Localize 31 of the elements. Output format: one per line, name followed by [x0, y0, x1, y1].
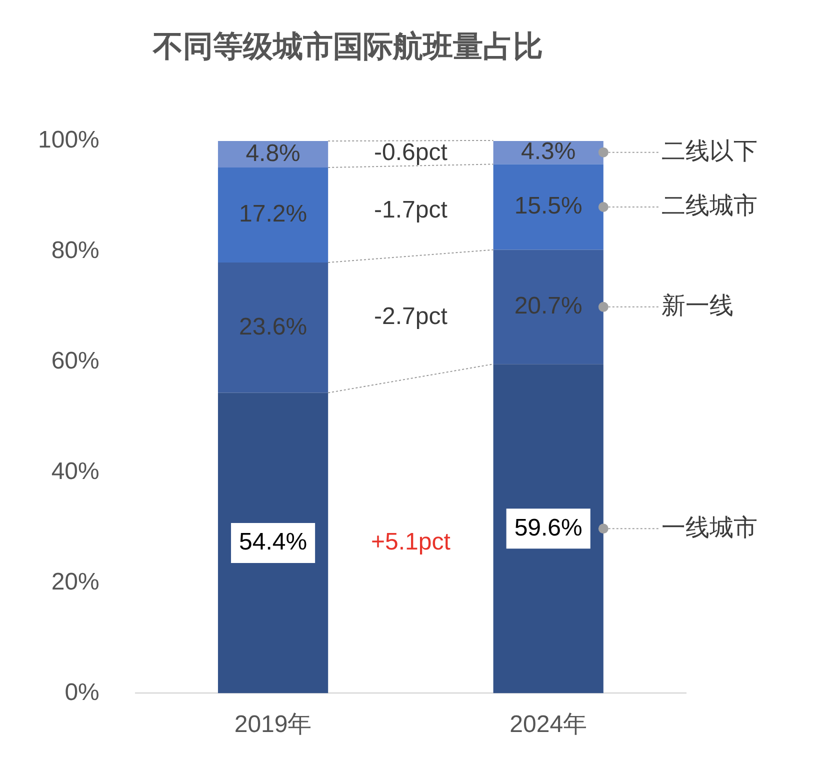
- annotation: -0.6pct: [374, 138, 448, 166]
- chart-title: 不同等级城市国际航班量占比: [152, 29, 543, 64]
- x-tick-label: 2019年: [234, 711, 312, 738]
- data-label: 15.5%: [514, 192, 582, 220]
- annotation: +5.1pct: [370, 528, 451, 556]
- bar: [493, 164, 604, 250]
- annotation: -1.7pct: [374, 196, 448, 224]
- data-label: 4.3%: [520, 138, 576, 165]
- y-tick-label: 60%: [51, 348, 100, 375]
- data-label: 23.6%: [239, 313, 308, 340]
- bar: [218, 392, 328, 694]
- text: 新一线: [661, 292, 734, 320]
- data-label: 20.7%: [514, 292, 582, 320]
- y-tick-label: 20%: [51, 568, 100, 596]
- bar: [493, 364, 604, 694]
- data-label: 4.8%: [246, 140, 300, 167]
- annotation: -2.7pct: [374, 302, 448, 330]
- data-label: 54.4%: [239, 528, 308, 556]
- text: 二线城市: [661, 192, 758, 220]
- y-tick-label: 100%: [38, 126, 100, 154]
- x-tick-label: 2024年: [510, 711, 588, 738]
- bar: [493, 250, 604, 364]
- text: 一线城市: [661, 514, 758, 542]
- y-tick-label: 40%: [51, 458, 100, 485]
- y-tick-label: 80%: [51, 237, 100, 264]
- bar: [218, 262, 328, 393]
- data-label: 59.6%: [514, 514, 582, 542]
- data-label: 17.2%: [239, 200, 308, 228]
- bar: [218, 168, 328, 262]
- text: 二线以下: [661, 138, 758, 165]
- y-tick-label: 0%: [64, 678, 100, 706]
